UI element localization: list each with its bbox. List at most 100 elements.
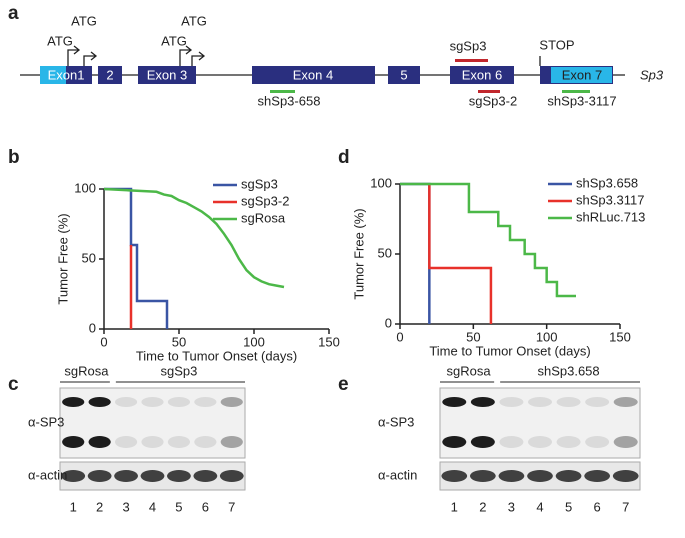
lane-number: 1	[451, 499, 458, 514]
band	[585, 436, 610, 448]
exon	[450, 66, 514, 84]
x-axis-label: Time to Tumor Onset (days)	[136, 348, 297, 363]
band	[470, 470, 496, 482]
x-tick-label: 100	[243, 334, 265, 349]
band	[219, 470, 244, 482]
guide-bar	[478, 90, 500, 93]
exon-label: Exon 6	[462, 67, 502, 82]
panel-label: b	[8, 147, 20, 168]
band	[220, 436, 243, 448]
legend-label: sgSp3	[241, 176, 278, 191]
band	[585, 397, 610, 407]
exon-label: Exon 4	[293, 67, 333, 82]
band	[114, 397, 138, 407]
hairpin-label: shSp3-658	[258, 93, 321, 108]
group-label: sgRosa	[64, 363, 109, 378]
lane-number: 7	[622, 499, 629, 514]
row-label: α-actin	[378, 467, 417, 482]
band	[556, 436, 581, 448]
band	[140, 470, 165, 482]
legend-label: sgSp3-2	[241, 193, 289, 208]
codon-label: ATG	[161, 33, 187, 48]
x-tick-label: 0	[100, 334, 107, 349]
panel-label: c	[8, 374, 19, 395]
lane-number: 3	[508, 499, 515, 514]
exon	[252, 66, 375, 84]
band	[498, 470, 525, 482]
exon	[98, 66, 122, 84]
x-tick-label: 100	[536, 329, 558, 344]
hairpin-label: shSp3-3117	[547, 93, 616, 108]
exon-label: Exon1	[48, 67, 85, 82]
band	[141, 397, 164, 407]
codon-label: ATG	[71, 13, 97, 28]
y-tick-label: 100	[74, 180, 96, 195]
band	[613, 397, 638, 407]
band	[442, 436, 467, 448]
band	[193, 470, 218, 482]
survival-line	[104, 187, 169, 329]
exon-label: 2	[106, 67, 113, 82]
band	[194, 397, 217, 407]
band	[442, 397, 467, 407]
panel-label: e	[338, 374, 349, 395]
lane-number: 4	[536, 499, 543, 514]
group-label: shSp3.658	[537, 363, 599, 378]
band	[584, 470, 611, 482]
lane-number: 2	[96, 499, 103, 514]
band	[528, 397, 552, 407]
legend-label: sgRosa	[241, 210, 286, 225]
band	[528, 436, 552, 448]
lane-number: 3	[122, 499, 129, 514]
exon-label: Exon 3	[147, 67, 187, 82]
y-axis-label: Tumor Free (%)	[55, 213, 70, 304]
lane-number: 6	[594, 499, 601, 514]
y-tick-label: 0	[89, 320, 96, 335]
group-label: sgSp3	[160, 363, 197, 378]
lane-number: 5	[175, 499, 182, 514]
x-tick-label: 150	[609, 329, 631, 344]
lane-number: 1	[70, 499, 77, 514]
band	[556, 397, 581, 407]
row-label: α-SP3	[378, 414, 414, 429]
group-label: sgRosa	[447, 363, 492, 378]
band	[88, 397, 111, 407]
band	[613, 436, 638, 448]
band	[114, 436, 138, 448]
codon-label: STOP	[539, 37, 574, 52]
guide-label: sgSp3	[450, 38, 487, 53]
lane-number: 6	[202, 499, 209, 514]
x-tick-label: 50	[466, 329, 480, 344]
band	[114, 470, 138, 482]
row-label: α-actin	[28, 467, 67, 482]
start-arrows	[67, 45, 541, 66]
hairpin-bar	[270, 90, 295, 93]
gene-diagram: Exon1 2 Exon 3 Exon 4 5 Exon 6 Exon 7 Sp…	[20, 13, 664, 108]
band	[88, 436, 111, 448]
hairpin-bar	[562, 90, 590, 93]
band	[499, 397, 524, 407]
band	[167, 470, 191, 482]
guide-label: sgSp3-2	[469, 93, 517, 108]
band	[194, 436, 217, 448]
gene-name: Sp3	[640, 67, 664, 82]
survival-line	[428, 184, 493, 324]
band	[62, 436, 85, 448]
band	[62, 397, 85, 407]
x-tick-label: 50	[172, 334, 186, 349]
band	[141, 436, 164, 448]
blots: sgRosa sgSp3 α-SP3 α-actin 1 2 3 4 5 6 7 sgRosa shSp…	[28, 363, 641, 514]
lane-number: 5	[565, 499, 572, 514]
codon-label: ATG	[181, 13, 207, 28]
codon-label: ATG	[47, 33, 73, 48]
band	[499, 436, 524, 448]
band	[61, 470, 86, 482]
legend-label: shRLuc.713	[576, 209, 645, 224]
panel-label: a	[8, 3, 19, 24]
band	[167, 397, 191, 407]
survival-line	[400, 182, 576, 298]
x-tick-label: 150	[318, 334, 340, 349]
row-label: α-SP3	[28, 414, 64, 429]
utr	[40, 66, 66, 84]
